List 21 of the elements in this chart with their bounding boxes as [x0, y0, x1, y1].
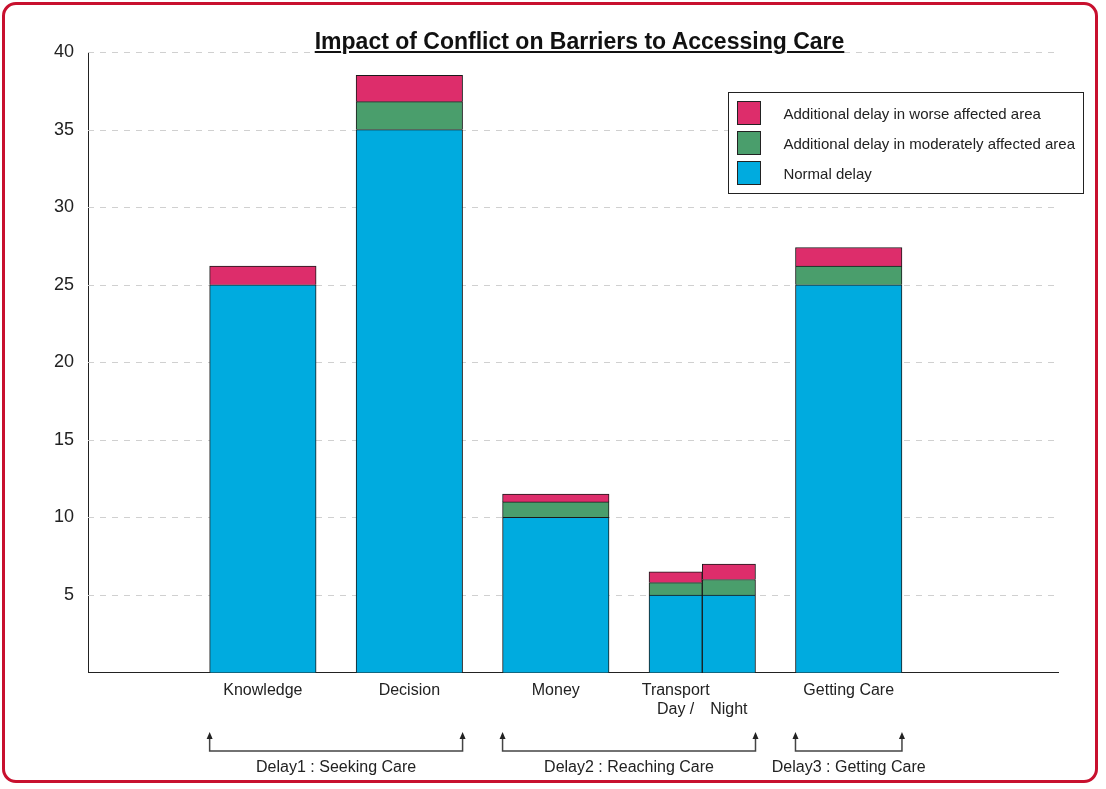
y-tick-label: 10 [53, 506, 75, 527]
chart-title: Impact of Conflict on Barriers to Accessing Care [313, 28, 846, 55]
y-tick-label: 25 [53, 273, 75, 294]
text: Delay1 : Seeking Care [256, 758, 417, 776]
y-tick-label: 40 [53, 40, 75, 61]
x-tick-label: Money [531, 680, 580, 698]
y-tick-label: 20 [53, 351, 75, 372]
y-tick-label: 35 [53, 118, 75, 139]
legend-label: Additional delay in moderately affected area [783, 134, 1075, 152]
x-tick-label: Getting Care [803, 680, 895, 698]
x-tick-label: Knowledge [223, 680, 303, 698]
legend-label: Additional delay in worse affected area [783, 104, 1041, 122]
y-tick-label: 15 [53, 428, 75, 449]
text: Delay2 : Reaching Care [544, 758, 714, 776]
y-tick-label: 30 [53, 196, 75, 217]
y-tick-label: 5 [64, 583, 75, 604]
x-tick-label: Night [710, 699, 749, 717]
legend-label: Normal delay [783, 164, 872, 182]
x-tick-label: Decision [378, 680, 441, 698]
x-tick-label: Transport Day / [641, 680, 711, 717]
text: Delay3 : Getting Care [771, 758, 926, 776]
